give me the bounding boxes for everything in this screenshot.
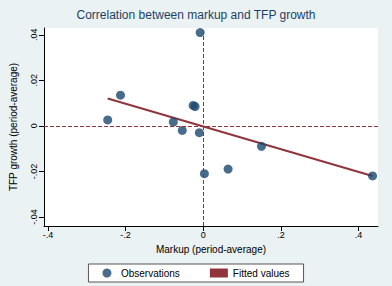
svg-text:-.04: -.04 bbox=[29, 209, 39, 225]
svg-text:Correlation between markup and: Correlation between markup and TFP growt… bbox=[76, 8, 315, 22]
svg-text:TFP growth (period-average): TFP growth (period-average) bbox=[8, 63, 19, 191]
svg-text:0: 0 bbox=[29, 123, 39, 128]
svg-text:-.2: -.2 bbox=[120, 230, 131, 240]
svg-text:-.4: -.4 bbox=[43, 230, 54, 240]
svg-text:Fitted values: Fitted values bbox=[233, 268, 290, 279]
svg-text:.04: .04 bbox=[29, 29, 39, 42]
svg-text:.4: .4 bbox=[355, 230, 363, 240]
svg-text:-.02: -.02 bbox=[29, 164, 39, 180]
svg-text:0: 0 bbox=[201, 230, 206, 240]
svg-text:Markup (period-average): Markup (period-average) bbox=[156, 244, 266, 255]
svg-text:.02: .02 bbox=[29, 74, 39, 87]
svg-text:Observations: Observations bbox=[121, 268, 180, 279]
svg-text:.2: .2 bbox=[277, 230, 285, 240]
